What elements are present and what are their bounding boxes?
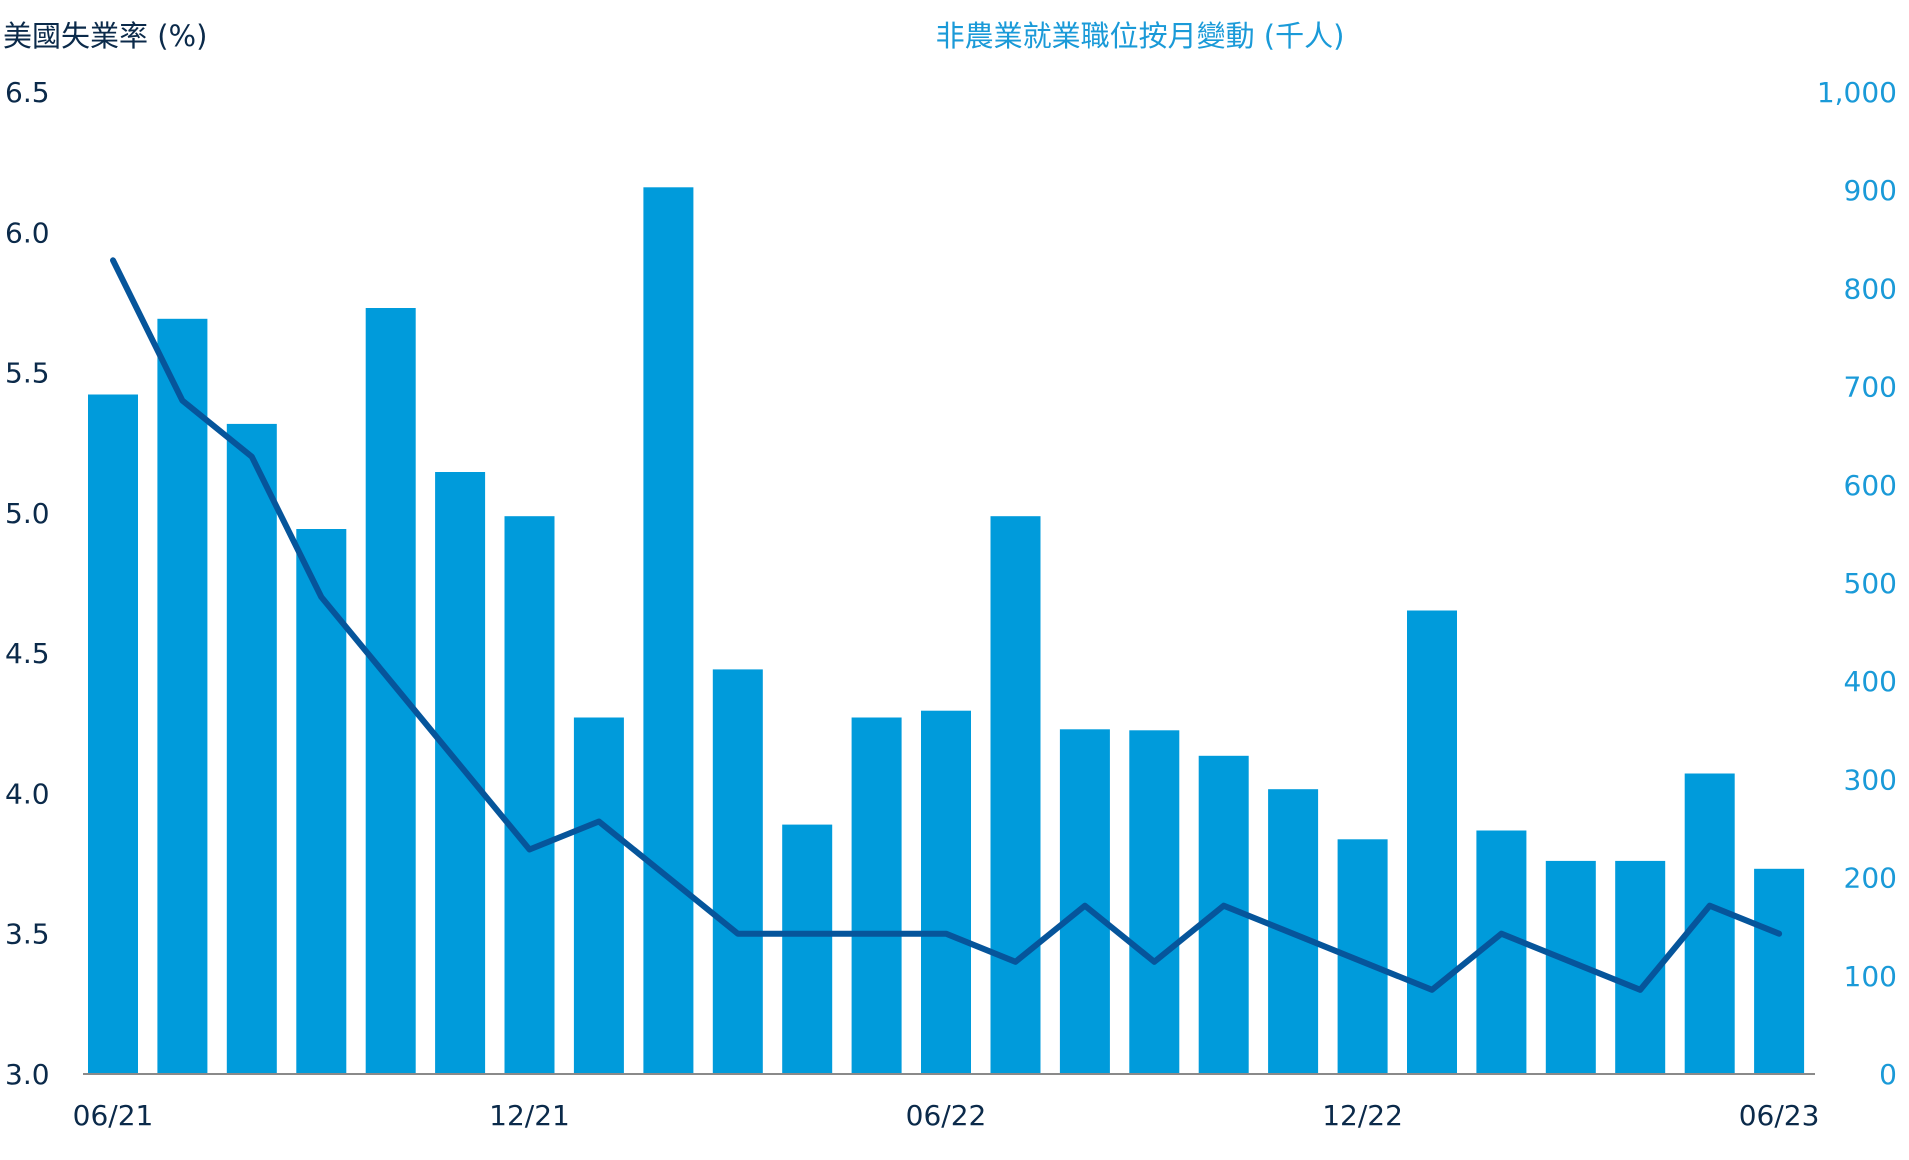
bar-13: [990, 516, 1041, 1074]
x-tick-label-3: 12/22: [1322, 1099, 1403, 1132]
left-axis-title: 美國失業率 (%): [3, 19, 207, 53]
right-tick-label-4: 400: [1844, 665, 1897, 698]
left-tick-label-0: 3.0: [5, 1058, 50, 1091]
bar-7: [573, 717, 624, 1074]
bar-15: [1129, 730, 1180, 1074]
left-tick-label-3: 4.5: [5, 637, 50, 670]
bar-3: [296, 529, 347, 1074]
left-axis-ticks: 3.0 3.5 4.0 4.5 5.0 5.5 6.0 6.5: [5, 76, 50, 1091]
bar-19: [1407, 610, 1457, 1074]
bar-9: [712, 669, 763, 1074]
bar-0: [88, 394, 138, 1074]
x-tick-label-4: 06/23: [1739, 1099, 1820, 1132]
right-tick-label-2: 200: [1844, 862, 1897, 895]
right-tick-label-3: 300: [1844, 763, 1897, 796]
bar-11: [851, 717, 902, 1074]
bar-1: [157, 318, 208, 1074]
right-tick-label-1: 100: [1844, 960, 1897, 993]
right-tick-label-9: 900: [1844, 174, 1897, 207]
bar-4: [365, 308, 416, 1074]
x-axis-ticks: 06/21 12/21 06/22 12/22 06/23: [73, 1099, 1820, 1132]
left-tick-label-7: 6.5: [5, 76, 50, 109]
right-tick-label-8: 800: [1844, 272, 1897, 305]
bar-5: [435, 472, 486, 1074]
left-tick-label-4: 5.0: [5, 497, 50, 530]
right-axis-ticks: 0 100 200 300 400 500 600 700 800 900 1,000: [1817, 76, 1897, 1091]
right-tick-label-0: 0: [1879, 1058, 1897, 1091]
x-tick-label-1: 12/21: [489, 1099, 570, 1132]
left-tick-label-6: 6.0: [5, 216, 50, 249]
bar-12: [921, 710, 971, 1074]
line-layer: [110, 257, 1783, 993]
left-tick-label-1: 3.5: [5, 918, 50, 951]
right-tick-label-7: 700: [1844, 371, 1897, 404]
bar-2: [226, 423, 277, 1074]
right-tick-label-5: 500: [1844, 567, 1897, 600]
right-tick-label-10: 1,000: [1817, 76, 1897, 109]
x-tick-label-2: 06/22: [906, 1099, 987, 1132]
right-axis-title: 非農業就業職位按月變動 (千人): [936, 19, 1345, 53]
bar-8: [643, 187, 694, 1075]
left-tick-label-2: 4.0: [5, 777, 50, 810]
left-tick-label-5: 5.5: [5, 357, 50, 390]
x-tick-label-0: 06/21: [73, 1099, 154, 1132]
bar-6: [504, 516, 555, 1074]
bar-24: [1754, 868, 1805, 1074]
bar-10: [782, 824, 833, 1074]
bar-14: [1059, 729, 1110, 1074]
right-tick-label-6: 600: [1844, 469, 1897, 502]
bar-20: [1476, 830, 1527, 1074]
